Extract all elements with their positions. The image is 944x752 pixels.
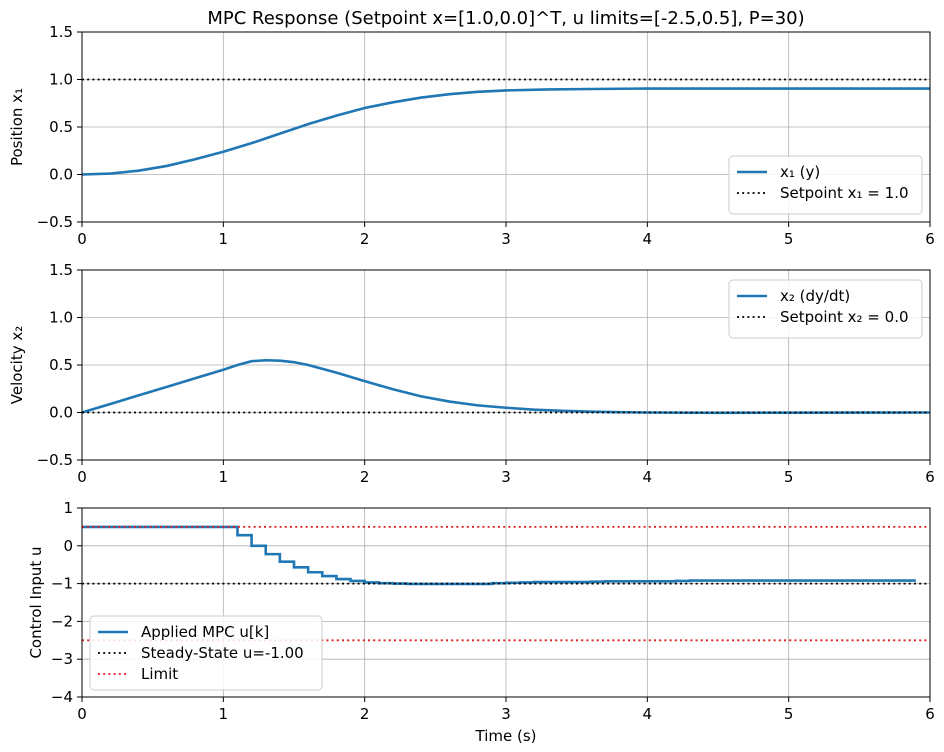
x-tick-label: 1 xyxy=(219,468,229,486)
y-axis-label: Position x₁ xyxy=(8,88,26,166)
y-tick-label: 1.0 xyxy=(49,309,73,327)
x-tick-label: 4 xyxy=(643,230,653,248)
legend-label: Applied MPC u[k] xyxy=(141,623,269,641)
x-tick-label: 2 xyxy=(360,705,370,723)
legend-box xyxy=(89,615,323,691)
x-tick-label: 1 xyxy=(219,705,229,723)
y-tick-label: −3 xyxy=(51,650,73,668)
series-line xyxy=(82,87,930,176)
y-tick-label: −0.5 xyxy=(37,451,73,469)
x-tick-label: 4 xyxy=(643,468,653,486)
legend: Applied MPC u[k] Steady-State u=-1.00 Limi… xyxy=(89,615,323,691)
x-tick-label: 0 xyxy=(77,230,87,248)
x-tick-label: 6 xyxy=(925,230,935,248)
x-tick-label: 2 xyxy=(360,230,370,248)
legend-label: x₁ (y) xyxy=(780,163,820,181)
x-tick-label: 2 xyxy=(360,468,370,486)
legend-box xyxy=(728,155,923,215)
legend: x₂ (dy/dt) Setpoint x₂ = 0.0 xyxy=(728,279,923,339)
y-tick-label: 1.5 xyxy=(49,261,73,279)
y-tick-label: 0.0 xyxy=(49,404,73,422)
x-tick-label: 5 xyxy=(784,705,794,723)
x-tick-label: 6 xyxy=(925,705,935,723)
legend: x₁ (y) Setpoint x₁ = 1.0 xyxy=(728,155,923,215)
velocity-panel: 0 1 2 3 4 5 6 −0.5 0.0 0.5 1.0 1.5 Velocity x₂ x₂ (dy… xyxy=(8,261,935,486)
y-axis-label: Velocity x₂ xyxy=(8,326,26,405)
x-tick-label: 3 xyxy=(501,230,511,248)
legend-label: Setpoint x₂ = 0.0 xyxy=(780,308,909,326)
y-tick-label: 0.5 xyxy=(49,356,73,374)
chart-title: MPC Response (Setpoint x=[1.0,0.0]^T, u … xyxy=(207,8,804,29)
y-tick-label: −1 xyxy=(51,575,73,593)
y-tick-label: 0.0 xyxy=(49,166,73,184)
x-tick-label: 0 xyxy=(77,468,87,486)
x-tick-label: 0 xyxy=(77,705,87,723)
position-panel: 0 1 2 3 4 5 6 −0.5 0.0 0.5 1.0 1.5 Position x₁ x₁ (y)… xyxy=(8,23,935,248)
y-tick-label: 0.5 xyxy=(49,118,73,136)
y-tick-label: 1.0 xyxy=(49,71,73,89)
legend-box xyxy=(728,279,923,339)
legend-label: Setpoint x₁ = 1.0 xyxy=(780,184,909,202)
x-tick-label: 3 xyxy=(501,468,511,486)
x-axis-label: Time (s) xyxy=(475,727,537,745)
y-axis-label: Control Input u xyxy=(27,546,45,658)
y-tick-label: 1.5 xyxy=(49,23,73,41)
y-tick-label: −4 xyxy=(51,688,73,706)
y-tick-label: −0.5 xyxy=(37,213,73,231)
y-tick-label: −2 xyxy=(51,612,73,630)
x-tick-label: 1 xyxy=(219,230,229,248)
y-tick-label: 1 xyxy=(63,499,73,517)
series-group xyxy=(82,78,930,176)
x-tick-label: 5 xyxy=(784,468,794,486)
x-tick-label: 4 xyxy=(643,705,653,723)
x-tick-label: 3 xyxy=(501,705,511,723)
series-group xyxy=(82,358,930,415)
x-tick-label: 6 xyxy=(925,468,935,486)
x-tick-label: 5 xyxy=(784,230,794,248)
legend-label: x₂ (dy/dt) xyxy=(780,287,850,305)
legend-label: Limit xyxy=(141,665,178,683)
y-tick-label: 0 xyxy=(63,537,73,555)
legend-label: Steady-State u=-1.00 xyxy=(141,644,304,662)
control-input-panel: 0 1 2 3 4 5 6 −4 −3 −2 −1 0 1 Control Input u Applied … xyxy=(27,499,935,723)
